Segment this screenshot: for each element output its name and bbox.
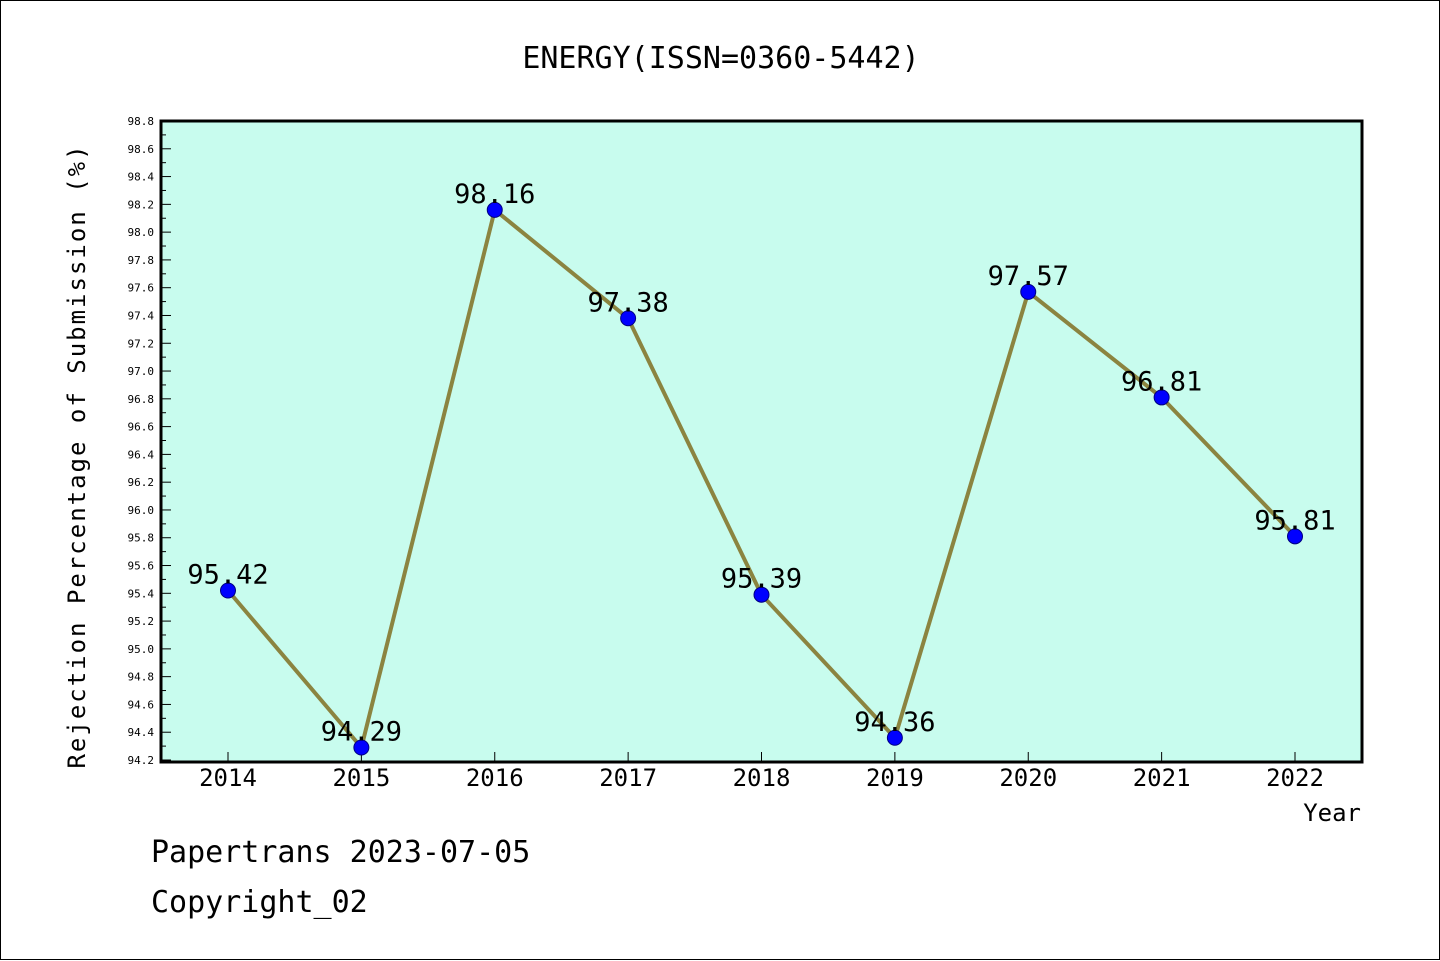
x-tick-label: 2020 — [999, 764, 1057, 792]
y-tick-label: 97.6 — [128, 282, 155, 295]
y-tick-label: 95.6 — [128, 560, 155, 573]
y-axis-title: Rejection Percentage of Submission (%) — [63, 143, 91, 768]
x-axis-title: Year — [1303, 799, 1361, 827]
x-tick-label: 2019 — [866, 764, 924, 792]
plot-area — [159, 119, 1364, 764]
x-tick-label: 2018 — [733, 764, 791, 792]
y-axis: 94.2 94.4 94.6 94.8 95.0 95.2 95.4 95.6 95.8 96.0… — [128, 115, 171, 767]
data-point — [353, 739, 370, 756]
data-label: 97.38 — [587, 287, 668, 318]
y-tick-label: 98.2 — [128, 198, 155, 211]
data-label: 95.81 — [1254, 505, 1335, 536]
y-tick-label: 96.4 — [128, 448, 155, 461]
y-tick-label: 96.8 — [128, 393, 155, 406]
y-tick-label: 94.4 — [128, 726, 155, 739]
data-point — [753, 586, 770, 603]
y-tick-label: 98.6 — [128, 143, 155, 156]
x-tick-label: 2017 — [599, 764, 657, 792]
y-tick-label: 95.8 — [128, 532, 155, 545]
footer-copyright: Copyright_02 — [151, 885, 368, 920]
data-label: 95.39 — [721, 564, 802, 595]
data-point — [620, 310, 637, 327]
data-label: 94.36 — [854, 707, 935, 738]
chart-title: ENERGY(ISSN=0360-5442) — [522, 41, 919, 76]
x-tick-label: 2021 — [1133, 764, 1191, 792]
data-point — [220, 582, 236, 599]
y-tick-label: 97.8 — [128, 254, 155, 267]
data-point — [1153, 389, 1170, 406]
y-tick-label: 96.0 — [128, 504, 155, 517]
y-tick-label: 95.2 — [128, 615, 155, 628]
data-label: 98.16 — [454, 179, 535, 210]
x-axis: 2014 2015 2016 2017 2018 2019 2020 2021 2022 — [199, 752, 1324, 792]
data-points — [220, 201, 1303, 756]
y-tick-label: 95.4 — [128, 587, 155, 600]
y-tick-label: 95.0 — [128, 643, 155, 656]
y-tick-label: 96.6 — [128, 421, 155, 434]
footer-date: Papertrans 2023-07-05 — [151, 835, 531, 870]
data-label: 94.29 — [321, 716, 402, 747]
y-tick-label: 96.2 — [128, 476, 155, 489]
data-point — [486, 201, 503, 218]
x-tick-label: 2015 — [332, 764, 390, 792]
x-tick-label: 2014 — [199, 764, 257, 792]
y-tick-label: 94.6 — [128, 698, 155, 711]
data-point — [1020, 283, 1037, 300]
data-point — [1287, 528, 1303, 545]
y-tick-label: 98.0 — [128, 226, 155, 239]
data-labels: 95.42 94.29 98.16 97.38 95.39 94.36 97.57 96.81… — [187, 179, 1335, 748]
y-tick-label: 97.0 — [128, 365, 155, 378]
y-tick-label: 98.8 — [128, 115, 155, 128]
y-tick-label: 98.4 — [128, 171, 155, 184]
y-tick-label: 94.8 — [128, 671, 155, 684]
x-tick-label: 2022 — [1266, 764, 1324, 792]
y-tick-label: 97.2 — [128, 337, 155, 350]
y-tick-label: 94.2 — [128, 754, 155, 767]
data-label: 97.57 — [988, 261, 1069, 292]
y-tick-label: 97.4 — [128, 309, 155, 322]
data-point — [886, 729, 903, 746]
x-tick-label: 2016 — [466, 764, 524, 792]
data-label: 95.42 — [187, 560, 268, 591]
data-label: 96.81 — [1121, 366, 1202, 397]
